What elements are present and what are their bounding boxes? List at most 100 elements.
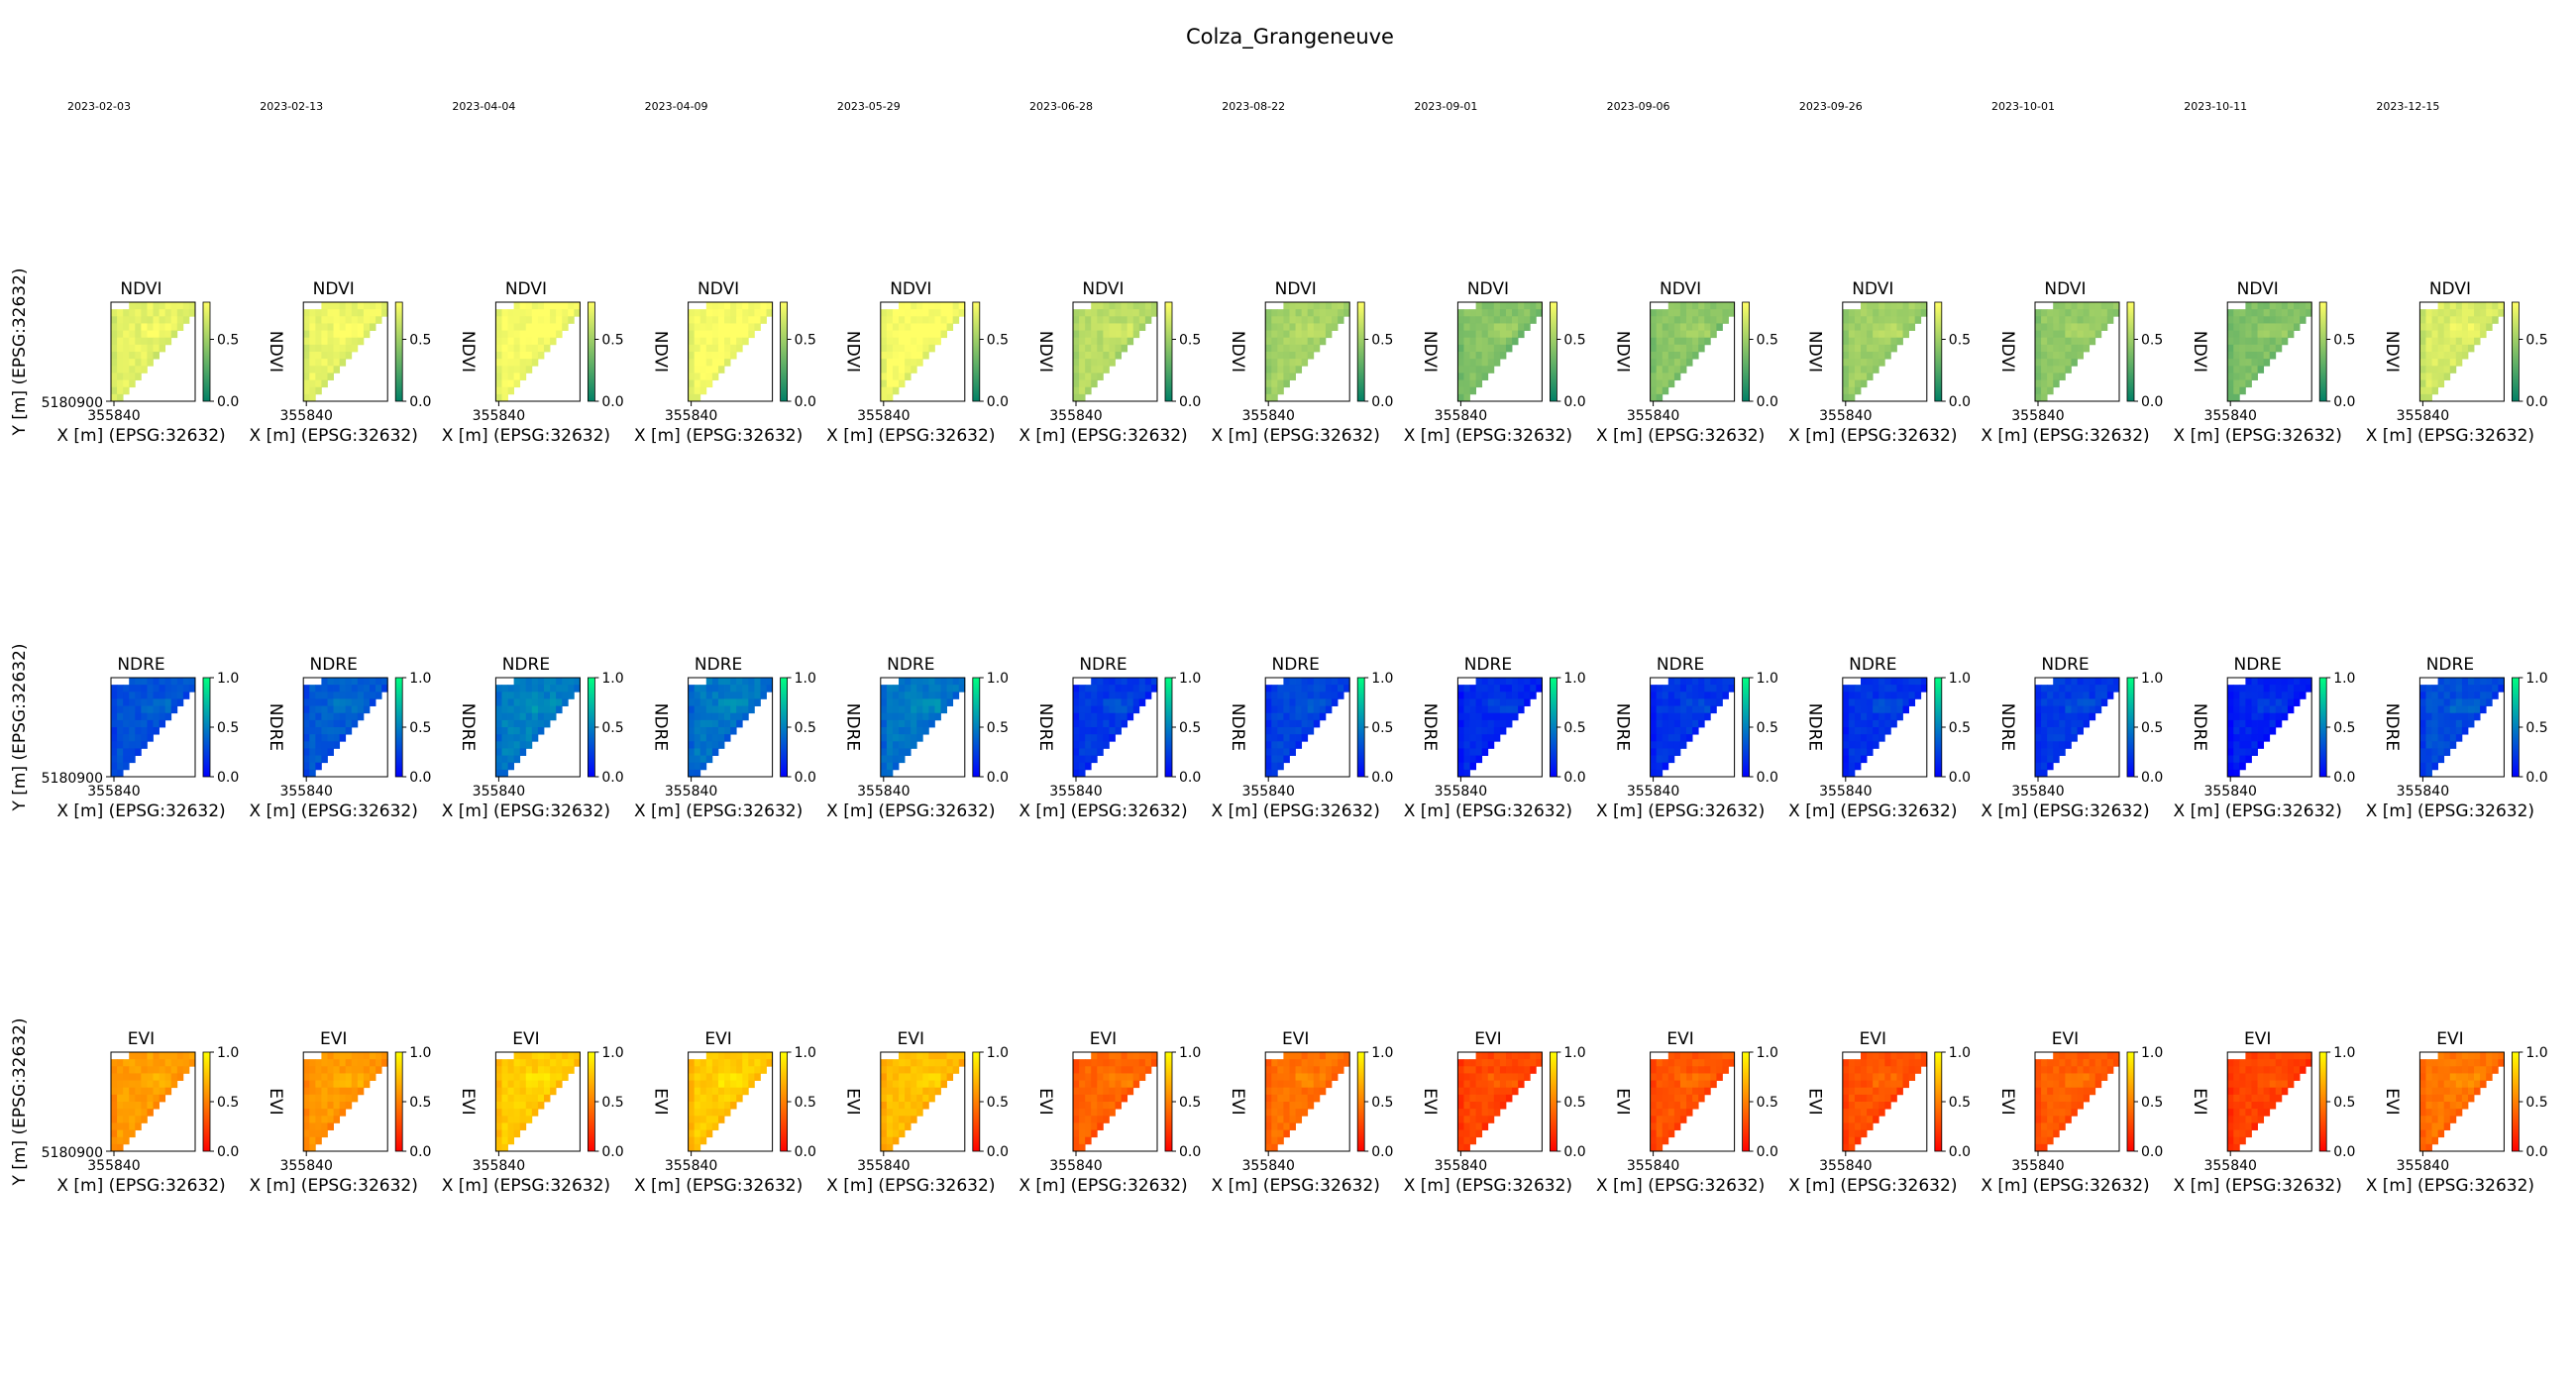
raster-cell (531, 1087, 539, 1096)
raster-cell (321, 330, 328, 339)
raster-cell (495, 1087, 502, 1096)
raster-cell (1475, 1122, 1483, 1130)
colorbar-tick-label: 0.0 (795, 394, 816, 410)
raster-cell (2245, 323, 2252, 331)
raster-cell (1848, 386, 1856, 395)
raster-cell (333, 309, 341, 317)
raster-cell (135, 1094, 142, 1103)
raster-cell (1271, 352, 1278, 360)
raster-cell (543, 692, 551, 699)
raster-cell (1873, 309, 1879, 317)
raster-cell (321, 373, 328, 380)
raster-cell (717, 359, 725, 367)
raster-cell (2287, 698, 2295, 706)
raster-cell (892, 692, 900, 699)
raster-cell (899, 1059, 906, 1067)
raster-cell (2287, 692, 2295, 699)
raster-cell (1109, 692, 1116, 699)
raster-cell (1265, 330, 1272, 339)
raster-cell (1698, 1059, 1705, 1067)
raster-cell (694, 1116, 701, 1123)
raster-cell (501, 352, 508, 360)
raster-cell (886, 316, 894, 324)
raster-cell (2083, 1087, 2091, 1096)
raster-cell (892, 386, 900, 395)
colorbar-label: NDRE (2574, 703, 2576, 751)
raster-cell (2425, 352, 2432, 360)
raster-cell (1079, 393, 1086, 402)
raster-cell (1716, 1066, 1723, 1074)
raster-cell (2455, 323, 2463, 331)
x-tick-label: 355840 (2397, 408, 2449, 424)
raster-cell (1091, 323, 1098, 331)
raster-cell (1265, 373, 1272, 380)
raster-cell (501, 1122, 508, 1130)
panel-title: EVI (320, 1029, 347, 1049)
raster-cell (345, 337, 353, 346)
raster-cell (2059, 1066, 2066, 1074)
raster-cell (2425, 344, 2432, 353)
raster-cell (1097, 309, 1104, 317)
x-tick-label: 355840 (1049, 1158, 1102, 1174)
raster-cell (1842, 1116, 1850, 1123)
raster-cell (1861, 316, 1868, 324)
raster-cell (2083, 323, 2091, 331)
colorbar-tick-label: 0.0 (1949, 770, 1971, 786)
raster-cell (1920, 302, 1928, 310)
raster-cell (2425, 1087, 2432, 1096)
panel-title: NDVI (2237, 279, 2279, 299)
raster-cell (507, 1094, 515, 1103)
raster-cell (1698, 344, 1705, 353)
raster-cell (1265, 692, 1272, 699)
raster-cell (1878, 712, 1885, 721)
raster-cell (135, 719, 142, 728)
raster-cell (1103, 734, 1110, 742)
raster-cell (550, 698, 557, 706)
raster-cell (1271, 727, 1278, 735)
raster-cell (2425, 741, 2432, 749)
raster-cell (1861, 337, 1868, 346)
raster-cell (525, 1094, 533, 1103)
raster-cell (315, 1102, 322, 1110)
raster-cell (2480, 330, 2487, 339)
raster-cell (129, 719, 136, 728)
raster-cell (2443, 1052, 2451, 1060)
raster-cell (905, 1066, 912, 1074)
raster-cell (2059, 748, 2066, 756)
raster-cell (2419, 330, 2426, 339)
raster-cell (899, 1129, 906, 1138)
raster-cell (1325, 309, 1333, 317)
raster-cell (117, 323, 124, 331)
raster-cell (2431, 359, 2439, 367)
raster-cell (1109, 1109, 1116, 1117)
raster-cell (1109, 352, 1116, 360)
raster-cell (1475, 748, 1483, 756)
raster-cell (1283, 705, 1290, 714)
raster-cell (2443, 705, 2451, 714)
raster-cell (2233, 1066, 2240, 1074)
raster-cell (688, 1102, 696, 1110)
raster-cell (892, 1136, 900, 1145)
raster-cell (507, 337, 515, 346)
raster-cell (1091, 705, 1098, 714)
raster-cell (568, 678, 575, 686)
raster-cell (928, 1073, 935, 1081)
raster-cell (2100, 316, 2108, 324)
raster-cell (2047, 705, 2054, 714)
colorbar-label: NDRE (266, 703, 285, 751)
raster-cell (1896, 705, 1903, 714)
raster-cell (141, 727, 148, 735)
raster-cell (141, 330, 148, 339)
raster-cell (1457, 373, 1464, 380)
raster-cell (1138, 1052, 1146, 1060)
raster-cell (694, 705, 701, 714)
raster-cell (1301, 1094, 1309, 1103)
raster-cell (928, 1052, 935, 1060)
raster-cell (1890, 1066, 1897, 1074)
raster-cell (129, 734, 136, 742)
x-axis-label: X [m] (EPSG:32632) (634, 801, 803, 821)
raster-cell (2281, 692, 2289, 699)
raster-cell (2480, 705, 2487, 714)
raster-cell (135, 741, 142, 749)
raster-cell (694, 379, 701, 388)
